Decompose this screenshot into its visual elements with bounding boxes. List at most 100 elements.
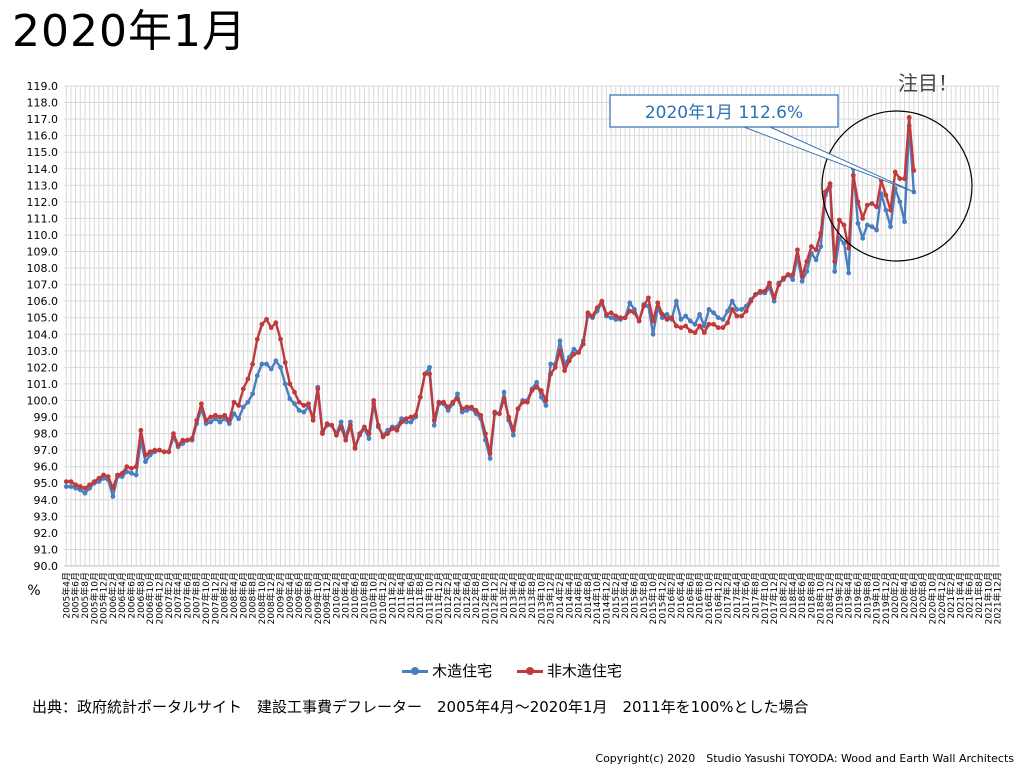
x-tick-label: 2020年2月: [889, 572, 901, 619]
x-tick-label: 2013年6月: [517, 572, 529, 619]
x-tick-label: 2015年4月: [619, 572, 631, 619]
data-point: [110, 494, 116, 499]
data-point: [706, 307, 712, 312]
data-point: [501, 396, 507, 402]
data-point: [613, 313, 619, 319]
x-tick-label: 2019年10月: [871, 572, 883, 624]
data-point: [212, 412, 218, 418]
x-tick-label: 2011年6月: [405, 572, 417, 619]
data-point: [869, 201, 875, 206]
x-tick-label: 2006年4月: [116, 572, 128, 619]
data-point: [455, 396, 460, 402]
data-point: [632, 307, 637, 312]
data-point: [143, 459, 148, 465]
data-point: [254, 336, 260, 342]
data-point: [832, 259, 838, 264]
data-point: [552, 364, 558, 370]
x-tick-label: 2017年4月: [731, 572, 743, 619]
data-point: [459, 409, 465, 415]
y-tick-label: 101.0: [27, 378, 59, 391]
x-tick-label: 2011年8月: [414, 572, 426, 619]
data-point: [73, 482, 79, 488]
data-point: [911, 168, 917, 173]
data-point: [91, 479, 97, 484]
x-tick-label: 2009年4月: [284, 572, 296, 619]
data-point: [720, 325, 726, 331]
y-tick-label: 106.0: [27, 295, 59, 308]
x-tick-label: 2020年12月: [936, 572, 948, 624]
x-tick-label: 2010年10月: [368, 572, 380, 624]
x-tick-label: 2021年2月: [945, 572, 957, 619]
x-tick-label: 2018年2月: [777, 572, 789, 619]
y-tick-label: 93.0: [34, 510, 59, 523]
data-point: [906, 115, 912, 120]
data-point: [813, 257, 819, 263]
x-tick-label: 2012年8月: [470, 572, 482, 619]
x-tick-label: 2012年6月: [461, 572, 473, 619]
data-point: [608, 310, 614, 316]
x-tick-label: 2016年8月: [694, 572, 706, 619]
x-tick-label: 2009年10月: [312, 572, 324, 624]
x-tick-label: 2008年8月: [247, 572, 259, 619]
data-point: [850, 172, 856, 178]
data-point: [175, 442, 181, 448]
x-tick-label: 2016年6月: [684, 572, 696, 619]
data-point: [68, 479, 74, 484]
data-point: [627, 308, 633, 314]
x-tick-label: 2007年4月: [172, 572, 184, 619]
data-point: [231, 411, 237, 417]
data-point: [832, 268, 838, 274]
data-point: [506, 414, 512, 420]
x-tick-label: 2010年6月: [349, 572, 361, 619]
data-point: [683, 313, 689, 319]
data-point: [450, 399, 456, 405]
data-point: [133, 472, 139, 478]
y-tick-label: 90.0: [34, 560, 59, 573]
data-point: [599, 298, 605, 304]
data-point: [231, 399, 237, 405]
data-point: [515, 406, 521, 412]
data-point: [408, 414, 414, 420]
x-tick-label: 2021年8月: [973, 572, 985, 619]
data-point: [892, 169, 898, 175]
data-point: [282, 360, 288, 365]
data-point: [729, 307, 735, 312]
data-point: [278, 364, 283, 370]
x-tick-label: 2015年12月: [656, 572, 668, 624]
x-tick-label: 2012年4月: [451, 572, 463, 619]
data-point: [226, 417, 232, 423]
data-point: [157, 447, 162, 453]
data-point: [203, 417, 209, 423]
x-tick-label: 2008年2月: [219, 572, 231, 619]
x-tick-label: 2010年8月: [358, 572, 370, 619]
data-point: [548, 361, 554, 367]
data-point: [236, 403, 242, 408]
x-tick-label: 2015年10月: [647, 572, 659, 624]
data-point: [119, 474, 125, 480]
data-point: [338, 419, 344, 425]
callout-text: 2020年1月 112.6%: [645, 103, 803, 123]
data-point: [785, 272, 791, 278]
data-point: [259, 361, 265, 367]
data-point: [743, 308, 749, 314]
data-point: [687, 328, 693, 334]
data-point: [278, 336, 283, 342]
y-tick-label: 110.0: [27, 229, 59, 242]
data-point: [618, 315, 623, 321]
y-tick-label: 104.0: [27, 328, 59, 341]
data-point: [366, 431, 372, 436]
data-point: [725, 308, 730, 314]
x-tick-label: 2019年2月: [833, 572, 845, 619]
data-point: [757, 288, 763, 294]
y-tick-label: 113.0: [27, 179, 59, 192]
data-point: [264, 361, 269, 367]
data-point: [818, 230, 824, 236]
data-point: [296, 408, 302, 413]
y-tick-label: 99.0: [34, 411, 59, 424]
data-point: [571, 351, 577, 357]
y-axis-label: %: [27, 583, 40, 599]
data-point: [259, 321, 265, 327]
data-point: [874, 227, 879, 233]
data-point: [692, 321, 698, 327]
x-tick-label: 2008年12月: [265, 572, 277, 624]
